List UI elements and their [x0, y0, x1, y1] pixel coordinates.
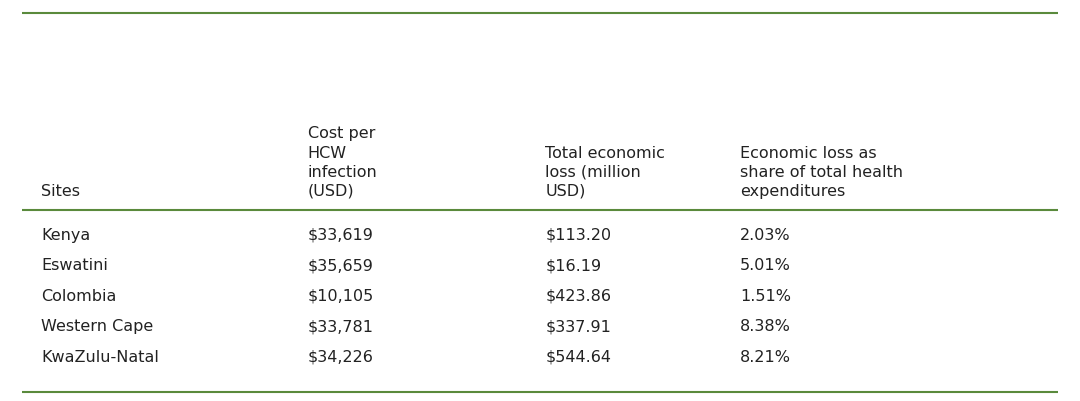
Text: $16.19: $16.19 [545, 257, 602, 273]
Text: Total economic
loss (million
USD): Total economic loss (million USD) [545, 145, 665, 198]
Text: $33,619: $33,619 [308, 227, 374, 242]
Text: 5.01%: 5.01% [740, 257, 791, 273]
Text: Eswatini: Eswatini [41, 257, 108, 273]
Text: 1.51%: 1.51% [740, 288, 791, 303]
Text: $33,781: $33,781 [308, 318, 374, 334]
Text: $35,659: $35,659 [308, 257, 374, 273]
Text: Western Cape: Western Cape [41, 318, 153, 334]
Text: Cost per
HCW
infection
(USD): Cost per HCW infection (USD) [308, 126, 378, 198]
Text: $337.91: $337.91 [545, 318, 611, 334]
Text: $423.86: $423.86 [545, 288, 611, 303]
Text: 2.03%: 2.03% [740, 227, 791, 242]
Text: KwaZulu-Natal: KwaZulu-Natal [41, 349, 159, 364]
Text: 8.38%: 8.38% [740, 318, 791, 334]
Text: 8.21%: 8.21% [740, 349, 791, 364]
Text: Kenya: Kenya [41, 227, 91, 242]
Text: Sites: Sites [41, 184, 80, 198]
Text: $34,226: $34,226 [308, 349, 374, 364]
Text: $10,105: $10,105 [308, 288, 374, 303]
Text: $544.64: $544.64 [545, 349, 611, 364]
Text: $113.20: $113.20 [545, 227, 611, 242]
Text: Economic loss as
share of total health
expenditures: Economic loss as share of total health e… [740, 145, 903, 198]
Text: Colombia: Colombia [41, 288, 117, 303]
